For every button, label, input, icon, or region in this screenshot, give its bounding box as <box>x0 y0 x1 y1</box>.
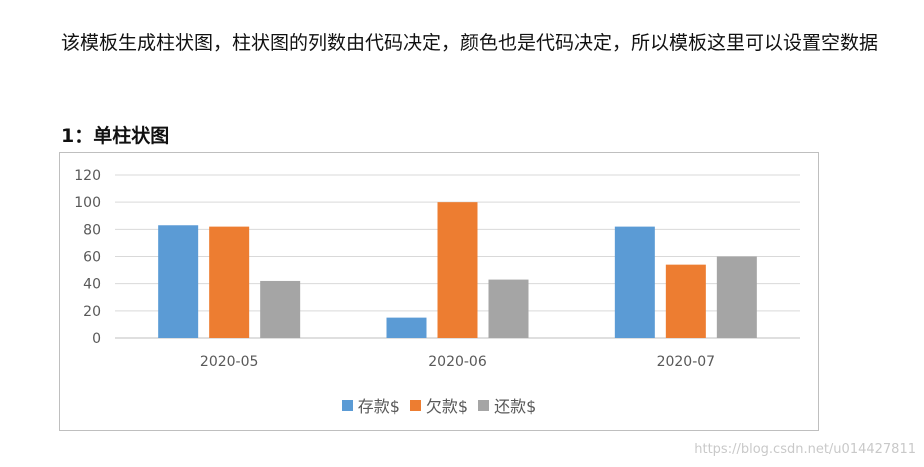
bar <box>614 226 655 338</box>
x-tick-label: 2020-06 <box>428 354 487 370</box>
y-tick-label: 100 <box>74 195 101 211</box>
bar <box>209 226 250 338</box>
y-tick-label: 40 <box>83 277 101 293</box>
y-tick-label: 20 <box>83 304 101 320</box>
bar <box>665 264 706 338</box>
legend-label: 欠款$ <box>425 397 469 416</box>
legend-label: 还款$ <box>494 397 537 416</box>
intro-paragraph: 该模板生成柱状图，柱状图的列数由代码决定，颜色也是代码决定，所以模板这里可以设置… <box>61 32 879 54</box>
bar <box>437 202 478 338</box>
legend-item: 存款$ <box>341 393 400 417</box>
chart-plot: 0 20 40 60 80 100 120 2020-05 2020-06 2020-07 <box>74 168 800 370</box>
y-tick-label: 80 <box>83 222 101 238</box>
chart-legend: 存款$ 欠款$ 还款$ <box>60 393 818 417</box>
x-tick-label: 2020-05 <box>200 354 259 370</box>
bar <box>386 317 427 338</box>
y-tick-label: 60 <box>83 250 101 266</box>
legend-item: 还款$ <box>478 393 536 417</box>
y-tick-label: 120 <box>74 168 101 184</box>
bar <box>488 279 529 338</box>
section-title: 1：单柱状图 <box>61 125 170 147</box>
legend-item: 欠款$ <box>409 393 469 417</box>
bar <box>158 225 199 338</box>
legend-swatch <box>409 399 421 411</box>
legend-swatch <box>478 399 490 411</box>
bar <box>260 280 301 338</box>
x-tick-label: 2020-07 <box>657 354 716 370</box>
legend-swatch <box>341 399 353 411</box>
y-tick-label: 0 <box>92 331 101 347</box>
legend-label: 存款$ <box>357 397 400 416</box>
bar-chart: 0 20 40 60 80 100 120 2020-05 2020-06 2020-07 存款$… <box>59 152 819 431</box>
watermark: https://blog.csdn.net/u014427811 <box>694 442 916 457</box>
bar <box>716 256 757 338</box>
